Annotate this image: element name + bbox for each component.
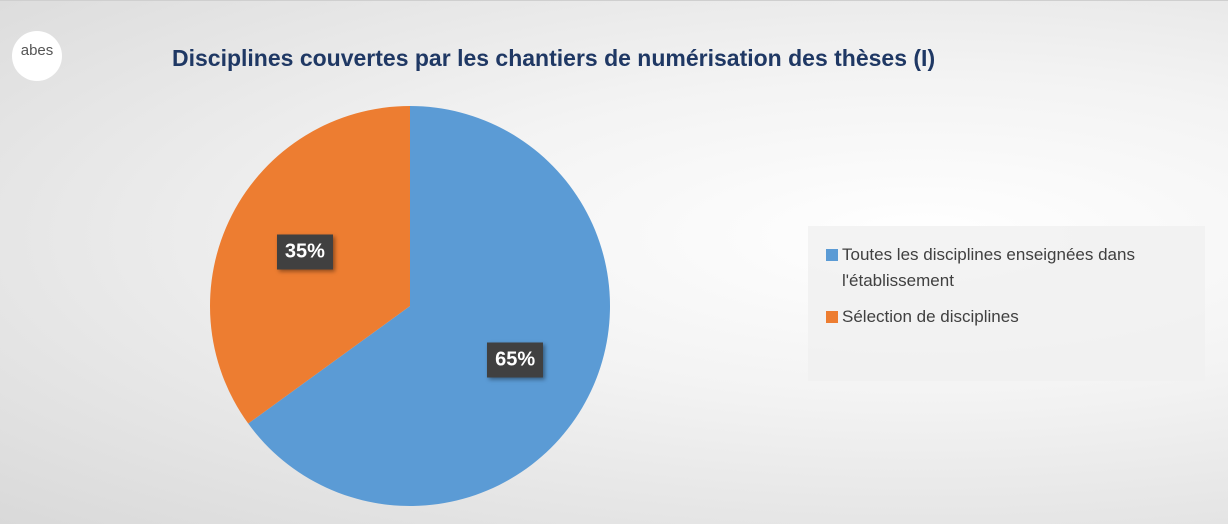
legend-label: Sélection de disciplines [842,307,1019,326]
data-label: 65% [487,342,544,378]
legend-item: Toutes les disciplines enseignées dans l… [826,242,1187,294]
legend-swatch [826,249,838,261]
pie-slice [248,106,610,506]
chart-title: Disciplines couvertes par les chantiers … [172,45,936,71]
data-label: 35% [276,234,333,270]
legend: Toutes les disciplines enseignées dans l… [808,226,1205,381]
logo: abes [12,31,62,81]
legend-swatch [826,311,838,323]
legend-label: Toutes les disciplines enseignées dans l… [842,245,1135,290]
legend-item: Sélection de disciplines [826,304,1187,330]
